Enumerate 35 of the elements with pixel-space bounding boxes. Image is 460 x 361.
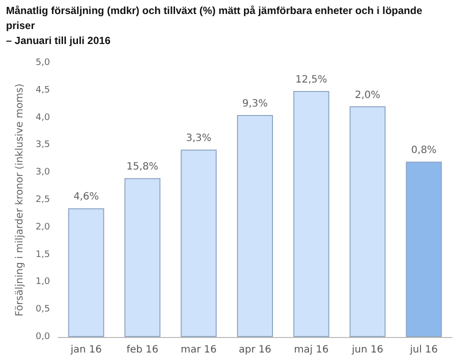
annotation: 9,3% bbox=[242, 98, 268, 110]
annotation: 0,8% bbox=[411, 145, 437, 156]
y-tick-label: 4,0 bbox=[36, 112, 50, 123]
x-tick-label: jun 16 bbox=[350, 344, 384, 356]
y-tick-label: 0,0 bbox=[36, 332, 50, 342]
chart-subtitle: – Januari till juli 2016 bbox=[6, 35, 112, 49]
y-tick-label: 4,5 bbox=[36, 85, 50, 96]
x-tick-label: jan 16 bbox=[70, 344, 102, 356]
annotation: 4,6% bbox=[73, 192, 99, 203]
y-tick-label: 2,0 bbox=[36, 222, 50, 232]
annotation: 2,0% bbox=[354, 90, 380, 101]
annotation: 15,8% bbox=[126, 162, 158, 173]
x-tick-label: mar 16 bbox=[180, 344, 217, 356]
x-tick-label: maj 16 bbox=[294, 344, 329, 356]
y-tick-label: 5,0 bbox=[36, 58, 50, 68]
y-tick-label: 1,5 bbox=[36, 250, 50, 260]
bar bbox=[350, 106, 386, 337]
y-tick-label: 2,5 bbox=[36, 195, 50, 205]
bar bbox=[68, 208, 104, 337]
bar bbox=[180, 150, 217, 337]
x-tick-label: apr 16 bbox=[238, 344, 272, 356]
annotation: 3,3% bbox=[186, 133, 212, 144]
chart-title: Månatlig försäljning (mdkr) och tillväxt (%) mätt på jämförbara enheter och i löpande priser bbox=[6, 4, 424, 34]
bar bbox=[406, 162, 442, 337]
y-tick-label: 3,0 bbox=[36, 168, 50, 178]
x-tick-label: feb 16 bbox=[126, 344, 158, 356]
y-tick-label: 0,5 bbox=[36, 304, 50, 315]
bar bbox=[293, 90, 330, 337]
y-tick-label: 3,5 bbox=[36, 140, 50, 150]
bar bbox=[124, 178, 160, 337]
annotation: 12,5% bbox=[295, 74, 328, 86]
bar bbox=[237, 115, 273, 337]
x-tick-label: jul 16 bbox=[408, 344, 438, 356]
y-axis-title: Försäljning i miljarder kronor (inklusive moms) bbox=[14, 84, 26, 316]
y-tick-label: 1,0 bbox=[36, 277, 50, 288]
